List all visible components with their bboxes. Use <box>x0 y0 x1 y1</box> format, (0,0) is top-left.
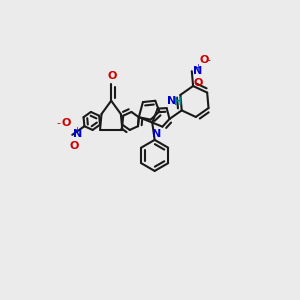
Text: O: O <box>61 118 71 128</box>
Text: N: N <box>167 96 177 106</box>
Text: O: O <box>69 141 78 152</box>
Text: H: H <box>173 97 181 106</box>
Text: -: - <box>206 55 210 65</box>
Text: -: - <box>56 118 60 128</box>
Text: +: + <box>74 127 80 136</box>
Text: O: O <box>199 55 208 65</box>
Text: N: N <box>193 65 203 76</box>
Text: N: N <box>74 129 83 139</box>
Text: O: O <box>108 71 117 81</box>
Text: O: O <box>193 78 203 88</box>
Text: N: N <box>152 129 161 139</box>
Text: +: + <box>194 63 201 72</box>
